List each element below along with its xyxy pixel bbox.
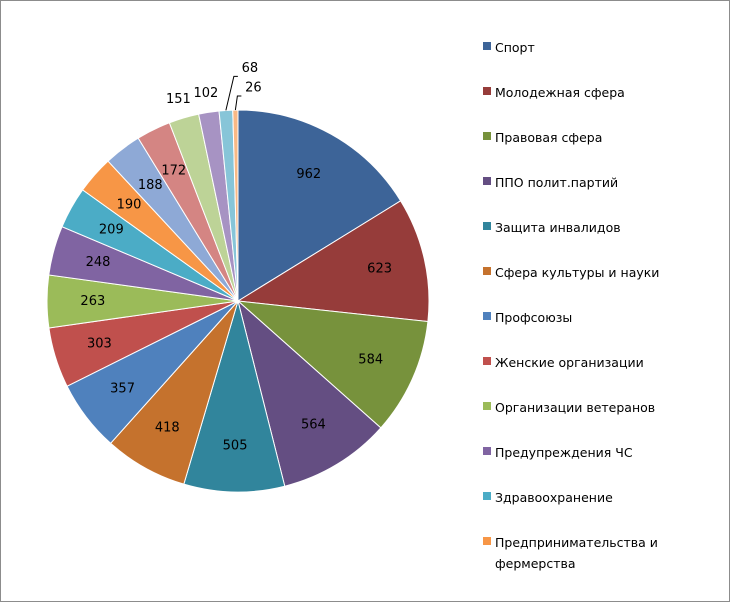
- pie-slice: [236, 300, 429, 429]
- pie-slice: [183, 299, 286, 493]
- legend-swatch: [483, 42, 491, 50]
- pie-slice: [237, 109, 402, 302]
- legend-swatch: [483, 312, 491, 320]
- legend-label: Женские организации: [495, 355, 644, 370]
- legend-label: Сфера культуры и науки: [495, 265, 660, 280]
- data-label: 357: [110, 382, 135, 397]
- legend-item: Профсоюзы: [483, 307, 723, 352]
- legend-item: Правовая сфера: [483, 127, 723, 172]
- legend-item: Предпринимательства и фермерства: [483, 532, 723, 577]
- data-label: 263: [80, 294, 105, 309]
- legend-label: Организации ветеранов: [495, 400, 656, 415]
- legend-swatch: [483, 447, 491, 455]
- data-label: 505: [223, 439, 248, 454]
- leader-line: [234, 95, 242, 111]
- legend-swatch: [483, 537, 491, 545]
- legend-label: Спорт: [495, 40, 535, 55]
- pie-slice: [236, 200, 430, 323]
- data-label: 623: [367, 262, 392, 277]
- data-label: 68: [242, 61, 259, 76]
- data-label: 26: [245, 81, 262, 96]
- legend-item: Здравоохранение: [483, 487, 723, 532]
- pie-slice: [237, 299, 382, 487]
- data-label: 172: [161, 163, 186, 178]
- data-label: 584: [358, 352, 383, 367]
- data-label: 564: [301, 418, 326, 433]
- legend-swatch: [483, 177, 491, 185]
- legend-label: Профсоюзы: [495, 310, 573, 325]
- data-label: 962: [296, 167, 321, 182]
- legend-swatch: [483, 132, 491, 140]
- data-label: 102: [193, 86, 218, 101]
- legend-swatch: [483, 492, 491, 500]
- legend-label: Здравоохранение: [495, 490, 613, 505]
- legend-item: ППО полит.партий: [483, 172, 723, 217]
- legend-label: Правовая сфера: [495, 130, 603, 145]
- legend-swatch: [483, 357, 491, 365]
- legend-label: Защита инвалидов: [495, 220, 621, 235]
- data-label: 303: [87, 337, 112, 352]
- legend-item: Молодежная сфера: [483, 82, 723, 127]
- legend-item: Предупреждения ЧС: [483, 442, 723, 487]
- legend-label: ППО полит.партий: [495, 175, 619, 190]
- legend: Спорт Молодежная сфера Правовая сфера ППО п…: [483, 37, 723, 577]
- legend-swatch: [483, 267, 491, 275]
- legend-label: Предпринимательства и фермерства: [495, 535, 658, 571]
- leader-line: [225, 75, 238, 111]
- legend-item: Сфера культуры и науки: [483, 262, 723, 307]
- legend-item: Женские организации: [483, 352, 723, 397]
- data-label: 188: [138, 178, 163, 193]
- data-label: 190: [117, 198, 142, 213]
- legend-label: Предупреждения ЧС: [495, 445, 633, 460]
- data-label: 248: [86, 255, 111, 270]
- data-label: 151: [166, 92, 191, 107]
- data-label: 418: [155, 420, 180, 435]
- legend-item: Защита инвалидов: [483, 217, 723, 262]
- legend-item: Организации ветеранов: [483, 397, 723, 442]
- legend-swatch: [483, 402, 491, 410]
- legend-item: Спорт: [483, 37, 723, 82]
- legend-swatch: [483, 222, 491, 230]
- legend-label: Молодежная сфера: [495, 85, 625, 100]
- data-label: 209: [99, 223, 124, 238]
- legend-swatch: [483, 87, 491, 95]
